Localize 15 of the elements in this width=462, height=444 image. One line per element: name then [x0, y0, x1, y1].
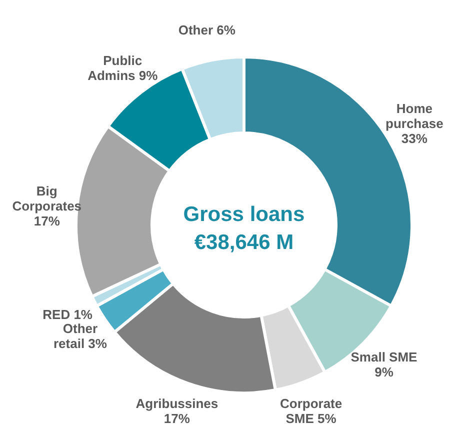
slice-label: Public Admins 9% — [88, 53, 158, 84]
data-label: 33% — [401, 131, 428, 146]
text: €38,646 M — [194, 231, 294, 254]
slice-label: Other retail 3% — [53, 320, 108, 351]
text: Gross loans — [183, 203, 305, 226]
slice-label: Big Corporates — [12, 183, 82, 214]
data-label: 9% — [374, 364, 394, 380]
slice-label: Small SME — [350, 350, 418, 365]
slice-label: RED 1% — [42, 306, 93, 322]
slice-label: Corporate SME 5% — [280, 396, 342, 426]
data-label: 17% — [34, 213, 60, 228]
slice-label: Home purchase — [386, 101, 444, 132]
data-label: 17% — [164, 410, 190, 426]
category-label: Other 6% — [178, 22, 236, 38]
slice-label: Agribussines — [136, 396, 218, 411]
